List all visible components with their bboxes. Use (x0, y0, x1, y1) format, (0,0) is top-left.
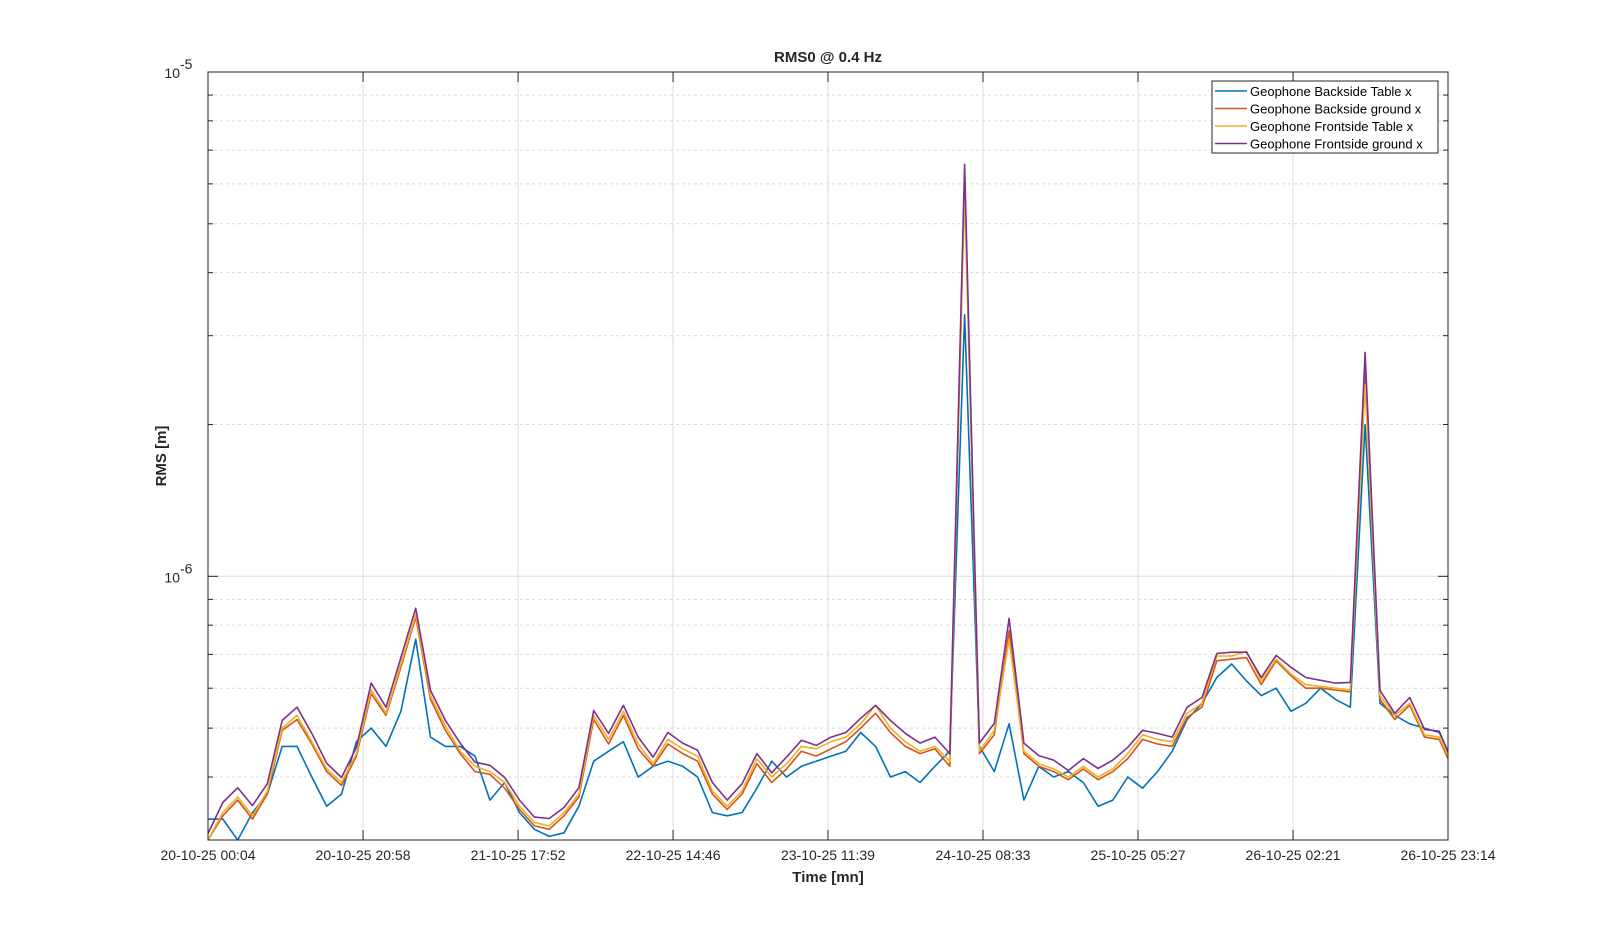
legend: Geophone Backside Table x Geophone Backsi… (1211, 80, 1439, 154)
y-axis-label: RMS [m] (153, 426, 170, 487)
x-tick-label: 24-10-25 08:33 (936, 847, 1031, 863)
y-tick-exponent: -6 (180, 560, 193, 576)
series-line-3 (207, 190, 1449, 841)
series-line-1 (208, 313, 1449, 841)
y-tick-label: 10 (164, 569, 180, 585)
chart-title: RMS0 @ 0.4 Hz (774, 49, 882, 66)
x-tick-label: 20-10-25 20:58 (316, 847, 411, 863)
x-tick-label: 25-10-25 05:27 (1091, 847, 1186, 863)
series-lines (207, 163, 1449, 841)
axis-ticks: 10-610-520-10-25 00:04 20-10-25 20:58 21-1… (161, 56, 1496, 863)
x-tick-label: 26-10-25 23:14 (1401, 847, 1496, 863)
y-tick-exponent: -5 (180, 56, 193, 72)
x-tick-label: 21-10-25 17:52 (471, 847, 566, 863)
x-tick-label: 23-10-25 11:39 (781, 847, 875, 863)
series-line-4 (207, 163, 1449, 834)
legend-box (1211, 80, 1439, 154)
x-tick-label: 26-10-25 02:21 (1246, 847, 1341, 863)
x-tick-label: 20-10-25 00:04 (161, 847, 256, 863)
legend-label: Geophone Backside ground x (1250, 102, 1422, 117)
x-axis-label: Time [mn] (792, 869, 863, 886)
legend-label: Geophone Frontside ground x (1250, 137, 1423, 152)
legend-label: Geophone Backside Table x (1250, 84, 1412, 99)
x-tick-label: 22-10-25 14:46 (626, 847, 721, 863)
y-tick-label: 10 (164, 65, 180, 81)
legend-label: Geophone Frontside Table x (1250, 119, 1414, 134)
